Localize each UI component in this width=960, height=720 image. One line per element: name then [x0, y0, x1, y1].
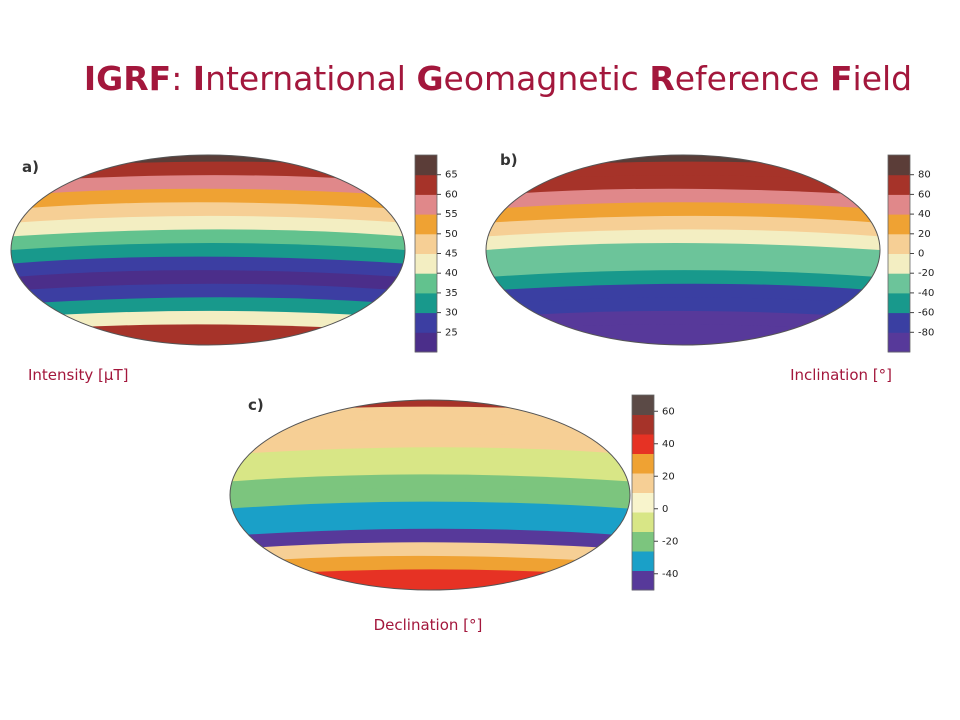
- colorbar-segment: [415, 253, 437, 274]
- title-part: I: [193, 59, 205, 98]
- colorbar-tick-label: 25: [445, 327, 458, 338]
- colorbar-tick-label: 30: [445, 308, 458, 319]
- title-part: G: [416, 59, 443, 98]
- title-part: IGRF: [84, 59, 171, 98]
- colorbar-tick-label: 45: [445, 249, 458, 260]
- colorbar-segment: [632, 512, 654, 532]
- panel-label: a): [22, 158, 39, 176]
- colorbar-tick-label: 20: [918, 229, 931, 240]
- colorbar-segment: [415, 292, 437, 314]
- title-part: :: [171, 59, 193, 98]
- caption: Inclination [°]: [790, 366, 892, 384]
- map-outline: [10, 154, 406, 346]
- title-part: eference: [675, 59, 830, 98]
- slide-title: IGRF: International Geomagnetic Referenc…: [84, 59, 912, 98]
- colorbar-segment: [632, 492, 654, 513]
- colorbar-segment: [888, 253, 910, 274]
- map-band: [486, 324, 880, 345]
- map: [486, 155, 880, 345]
- colorbar-tick-label: -20: [662, 536, 678, 547]
- colorbar-tick-label: -40: [918, 288, 934, 299]
- colorbar-segment: [632, 395, 654, 415]
- colorbar-segment: [888, 332, 910, 353]
- colorbar-tick-label: 40: [662, 439, 675, 450]
- colorbar-segment: [415, 194, 437, 215]
- colorbar-segment: [415, 174, 437, 195]
- colorbar-segment: [632, 414, 654, 435]
- panel-label: c): [248, 396, 264, 414]
- map-band: [11, 324, 405, 345]
- colorbar-segment: [632, 551, 654, 571]
- colorbar-segment: [888, 273, 910, 294]
- map: [11, 155, 405, 345]
- colorbar-tick-label: 40: [918, 209, 931, 220]
- colorbar-segment: [415, 273, 437, 294]
- colorbar-tick-label: 55: [445, 209, 458, 220]
- colorbar-segment: [888, 312, 910, 333]
- colorbar-segment: [888, 214, 910, 235]
- colorbar-tick-label: 20: [662, 471, 675, 482]
- colorbar-tick-label: -20: [918, 268, 934, 279]
- map-band: [230, 569, 630, 590]
- colorbar-tick-label: 80: [918, 170, 931, 181]
- colorbar-segment: [415, 155, 437, 176]
- colorbar-segment: [632, 434, 654, 454]
- colorbar-tick-label: -60: [918, 308, 934, 319]
- colorbar-tick-label: 60: [662, 406, 675, 417]
- colorbar-segment: [632, 570, 654, 591]
- colorbar-tick-label: 65: [445, 170, 458, 181]
- colorbar-segment: [415, 332, 437, 353]
- colorbar-segment: [632, 453, 654, 474]
- caption: Declination [°]: [374, 616, 483, 634]
- title-part: R: [649, 59, 674, 98]
- colorbar-segment: [415, 233, 437, 254]
- colorbar-segment: [415, 214, 437, 235]
- title-part: eomagnetic: [444, 59, 650, 98]
- colorbar-segment: [888, 233, 910, 254]
- colorbar-segment: [632, 531, 654, 552]
- colorbar-segment: [888, 174, 910, 195]
- colorbar-tick-label: 40: [445, 268, 458, 279]
- title-part: ield: [853, 59, 913, 98]
- colorbar-segment: [888, 292, 910, 314]
- title-part: F: [830, 59, 853, 98]
- colorbar-frame: [631, 394, 655, 591]
- colorbar-segment: [888, 194, 910, 215]
- colorbar-tick-label: 50: [445, 229, 458, 240]
- colorbar-tick-label: -80: [918, 327, 934, 338]
- map-outline: [229, 399, 631, 591]
- colorbar-tick-label: 60: [918, 189, 931, 200]
- panel-label: b): [500, 151, 518, 169]
- colorbar-tick-label: 0: [918, 249, 924, 260]
- title-part: nternational: [205, 59, 416, 98]
- colorbar-tick-label: 0: [662, 504, 668, 515]
- colorbar-segment: [415, 312, 437, 333]
- caption: Intensity [μT]: [28, 366, 128, 384]
- colorbar-segment: [888, 155, 910, 176]
- map: [230, 400, 630, 590]
- colorbar-tick-label: 60: [445, 189, 458, 200]
- colorbar-tick-label: -40: [662, 569, 678, 580]
- map-outline: [485, 154, 881, 346]
- colorbar-tick-label: 35: [445, 288, 458, 299]
- colorbar-segment: [632, 473, 654, 493]
